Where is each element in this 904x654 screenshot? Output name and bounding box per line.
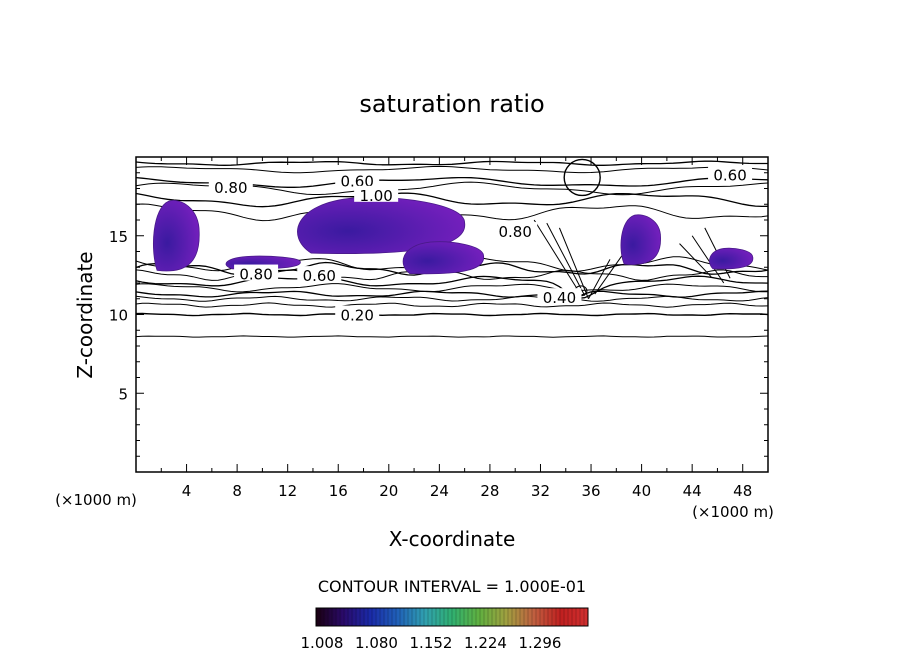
x-tick-label: 24 — [430, 482, 449, 500]
colorbar-tick-marks — [319, 608, 585, 626]
colorbar-label: 1.224 — [464, 634, 507, 652]
contour-line — [135, 283, 768, 293]
contour-line — [135, 312, 769, 317]
x-tick-label: 36 — [581, 482, 600, 500]
contour-label-bg — [493, 222, 538, 239]
chart-title: saturation ratio — [359, 90, 544, 118]
x-axis-label: X-coordinate — [389, 527, 516, 551]
contour-label: 0.80 — [214, 179, 247, 197]
contour-label: 0.60 — [303, 267, 336, 285]
supersaturated-region — [402, 241, 485, 275]
contour-label: 0.20 — [340, 307, 373, 325]
x-tick-label: 8 — [232, 482, 242, 500]
contour-labels: 0.200.400.600.800.80 0.601.000.800.60 — [208, 165, 753, 325]
colorbar-label: 1.152 — [410, 634, 453, 652]
contour-label-bg — [708, 165, 753, 182]
supersaturation-regions — [153, 197, 754, 275]
contour-line — [679, 243, 712, 278]
contour-label: 0.60 — [713, 166, 746, 184]
contour-interval-text: CONTOUR INTERVAL = 1.000E-01 — [318, 577, 586, 596]
y-unit-label: (×1000 m) — [55, 491, 137, 509]
contour-line — [135, 275, 769, 299]
supersaturated-region — [709, 247, 754, 270]
contour-label: 0.80 — [239, 266, 272, 284]
contour-line — [135, 302, 769, 308]
contour-line — [546, 222, 586, 296]
contour-label-bg — [335, 305, 380, 322]
x-tick-label: 20 — [379, 482, 398, 500]
x-tick-label: 4 — [182, 482, 192, 500]
x-tick-label: 48 — [733, 482, 752, 500]
x-tick-label: 28 — [480, 482, 499, 500]
contour-label-bg — [234, 264, 279, 281]
x-tick-label: 44 — [683, 482, 702, 500]
x-tick-label: 12 — [278, 482, 297, 500]
y-tick-label: 15 — [109, 228, 128, 246]
contour-label: 0.40 — [543, 289, 576, 307]
supersaturated-region — [620, 214, 661, 265]
contour-label-bg — [354, 185, 399, 202]
contour-label: 1.00 — [359, 187, 392, 205]
contour-line — [135, 160, 768, 166]
colorbar: 1.008 1.080 1.152 1.224 1.296 — [301, 607, 589, 652]
contour-label-bg — [537, 288, 582, 305]
contour-label: 0.80 — [498, 223, 531, 241]
contour-line — [588, 259, 611, 299]
contour-line — [558, 227, 589, 299]
colorbar-label: 1.296 — [519, 634, 562, 652]
contour-line — [135, 165, 769, 174]
contour-line — [135, 290, 769, 299]
y-tick-label: 5 — [118, 385, 128, 403]
colorbar-strip — [315, 607, 589, 627]
contour-line — [594, 254, 624, 295]
contour-line — [533, 219, 579, 292]
colorbar-labels: 1.008 1.080 1.152 1.224 1.296 — [301, 634, 562, 652]
contour-lines — [135, 158, 769, 338]
contour-label-bg — [208, 177, 253, 194]
colorbar-label: 1.080 — [355, 634, 398, 652]
contour-line — [135, 335, 769, 338]
contour-line — [135, 295, 769, 302]
colorbar-label: 1.008 — [301, 634, 344, 652]
x-tick-label: 16 — [329, 482, 348, 500]
x-tick-label: 40 — [632, 482, 651, 500]
x-unit-label: (×1000 m) — [692, 503, 774, 521]
supersaturated-region — [153, 200, 200, 272]
contour-line — [135, 192, 769, 208]
contour-label-bg — [297, 266, 342, 283]
y-axis: 5 10 15 — [109, 172, 768, 457]
x-axis: 4 8 12 16 20 24 28 32 36 40 44 48 — [160, 157, 752, 500]
contour-closed-loop — [563, 158, 601, 197]
y-axis-label: Z-coordinate — [73, 251, 97, 378]
y-tick-label: 10 — [109, 307, 128, 325]
contour-label-bg — [335, 171, 380, 188]
x-tick-label: 32 — [531, 482, 550, 500]
contour-line — [691, 235, 725, 284]
